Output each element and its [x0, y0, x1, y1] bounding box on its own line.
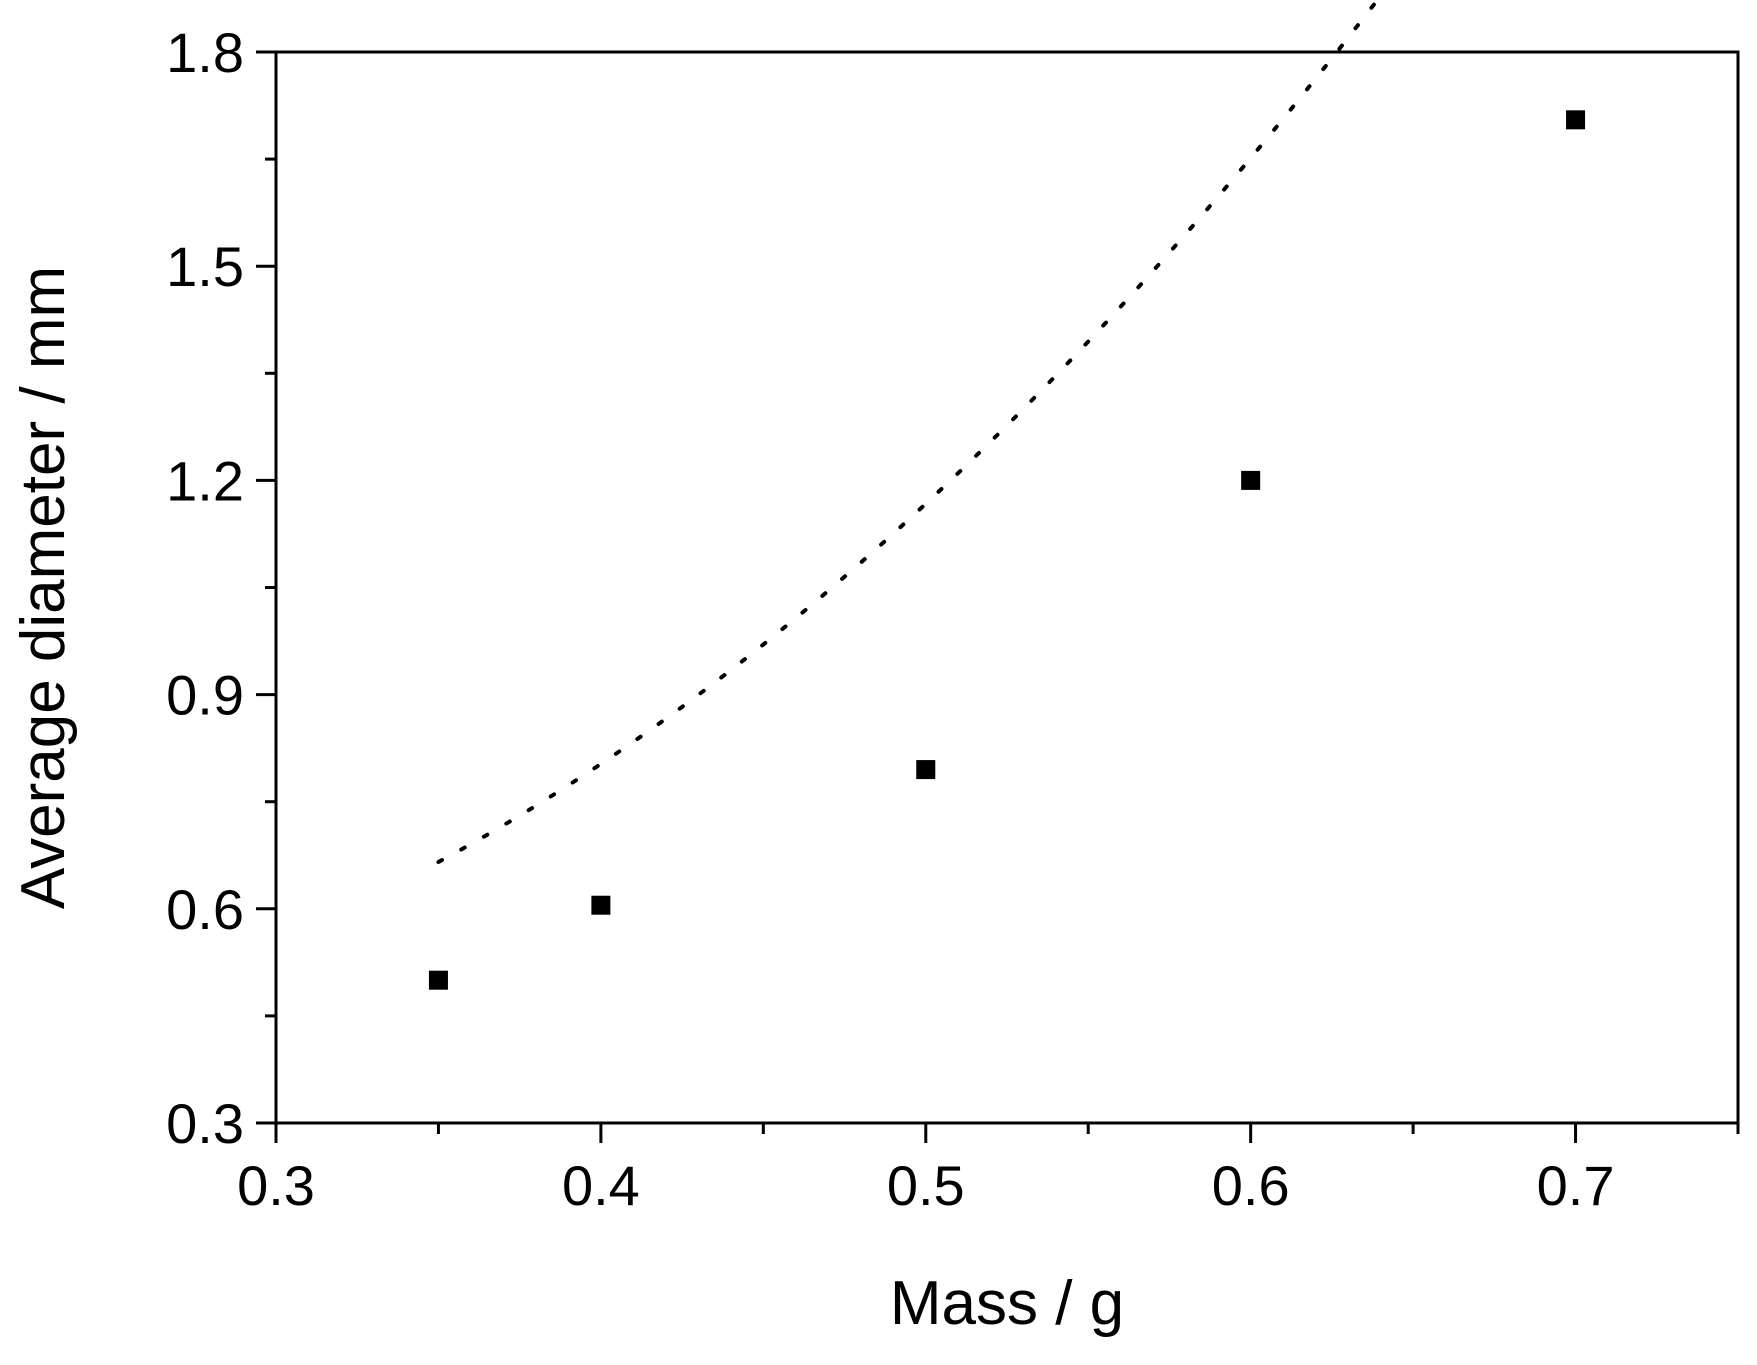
data-point — [1241, 470, 1261, 490]
fit-curve — [436, 0, 1380, 864]
x-tick-label: 0.6 — [1212, 1154, 1290, 1217]
y-tick-label: 1.2 — [166, 449, 244, 512]
y-tick-label: 0.9 — [166, 664, 244, 727]
y-tick-label: 0.6 — [166, 878, 244, 941]
data-point — [428, 970, 448, 990]
x-tick-label: 0.7 — [1537, 1154, 1615, 1217]
points-layer — [428, 110, 1586, 990]
axes-layer: 0.3 0.4 0.5 0.6 0.7 0.3 0.6 0.9 1.2 1.5 1.8 — [166, 21, 1740, 1217]
data-point — [591, 895, 611, 915]
x-tick-label: 0.5 — [887, 1154, 965, 1217]
y-axis-label: Average diameter / mm — [9, 266, 78, 909]
x-tick-label: 0.4 — [562, 1154, 640, 1217]
data-point — [1566, 110, 1586, 130]
y-tick-label: 1.5 — [166, 235, 244, 298]
y-tick-label: 1.8 — [166, 21, 244, 84]
fit-layer — [436, 0, 1380, 864]
x-tick-label: 0.3 — [237, 1154, 315, 1217]
x-axis-label: Mass / g — [890, 1269, 1124, 1338]
plot-frame — [274, 50, 1740, 1125]
data-point — [916, 760, 936, 780]
y-tick-label: 0.3 — [166, 1092, 244, 1155]
labels-layer: Mass / g Average diameter / mm — [9, 266, 1124, 1338]
